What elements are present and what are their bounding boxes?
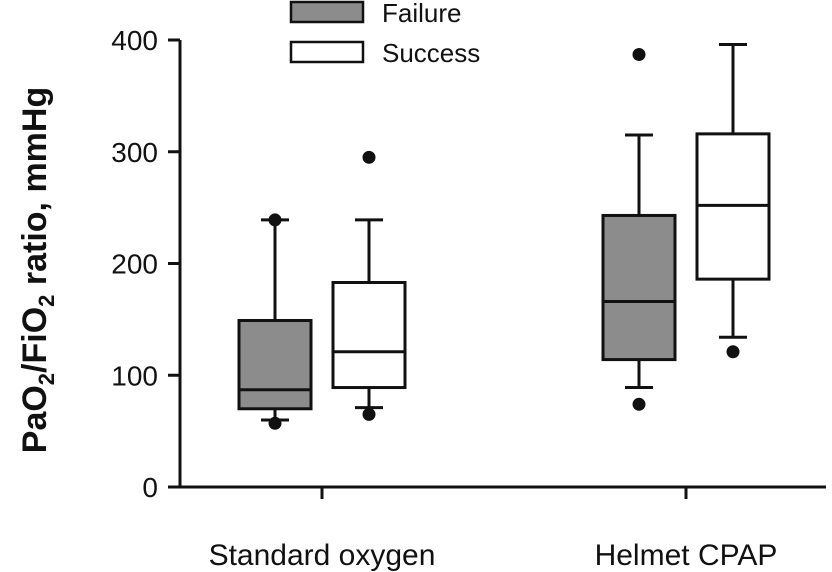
iqr-box	[237, 318, 313, 411]
iqr-box	[331, 280, 407, 390]
legend: Failure Success	[289, 0, 480, 68]
y-axis-label-subscript: 2	[34, 373, 59, 385]
y-axis-label: PaO2/FiO2 ratio, mmHg	[16, 87, 59, 453]
y-tick-label: 300	[111, 137, 158, 168]
outlier-point	[268, 213, 282, 227]
box-success-standard-oxygen	[331, 150, 407, 421]
y-tick-label: 400	[111, 25, 158, 56]
x-tick-label: Standard oxygen	[209, 539, 436, 572]
legend-label-success: Success	[382, 38, 480, 68]
axes: 0 100 200 300 400 Standard oxygen Helmet CPAP	[111, 25, 826, 572]
outlier-point	[362, 150, 376, 164]
y-tick-label: 0	[142, 472, 158, 503]
box-failure-standard-oxygen	[237, 213, 313, 430]
box-success-helmet-cpap	[695, 42, 771, 359]
outlier-point	[726, 345, 740, 359]
outlier-point	[632, 397, 646, 411]
legend-swatch-success	[289, 40, 365, 64]
y-axis-label-part: /FiO	[16, 307, 54, 373]
outlier-point	[362, 407, 376, 421]
outlier-point	[268, 416, 282, 430]
box-failure-helmet-cpap	[601, 48, 677, 411]
y-axis-label-subscript: 2	[34, 295, 59, 307]
y-axis-label-part: ratio, mmHg	[16, 87, 54, 295]
box-series	[237, 42, 771, 430]
legend-label-failure: Failure	[382, 0, 461, 28]
y-tick-label: 200	[111, 249, 158, 280]
y-axis-label-part: PaO	[16, 385, 54, 453]
iqr-box	[601, 213, 677, 362]
x-tick-label: Helmet CPAP	[595, 539, 778, 572]
outlier-point	[632, 48, 646, 62]
y-tick-label: 100	[111, 360, 158, 391]
legend-swatch-failure	[289, 0, 365, 24]
